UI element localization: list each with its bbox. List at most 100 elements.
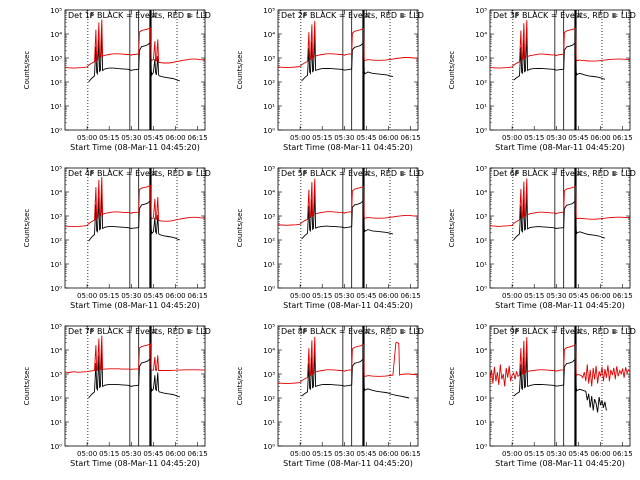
x-axis-label: Start Time (08-Mar-11 04:45:20) (283, 301, 413, 310)
y-tick-label: 10² (475, 79, 487, 87)
y-tick-label: 10⁴ (50, 189, 62, 197)
y-tick-label: 10⁰ (475, 443, 487, 451)
plot-frame (489, 9, 631, 131)
attenuator-label: A (364, 12, 369, 20)
y-axis-label: Counts/sec (236, 51, 244, 90)
x-tick-label: 05:00 (290, 450, 310, 458)
attenuator-label: A (151, 170, 156, 178)
x-tick-label: 05:30 (121, 134, 141, 142)
attenuator-label: P (90, 12, 94, 20)
x-tick-label: 05:15 (524, 134, 544, 142)
y-tick-label: 10⁵ (50, 7, 62, 15)
plot-frame (64, 325, 206, 447)
x-tick-label: 05:30 (546, 450, 566, 458)
y-tick-label: 10⁵ (263, 323, 275, 331)
attenuator-label: E (612, 170, 616, 178)
lld-series-line (277, 178, 419, 226)
x-tick-label: 05:45 (356, 450, 376, 458)
plot-frame (489, 325, 631, 447)
y-tick-label: 10⁰ (263, 285, 275, 293)
x-tick-label: 06:15 (613, 450, 633, 458)
x-tick-label: 05:15 (312, 134, 332, 142)
x-tick-label: 05:15 (99, 450, 119, 458)
y-tick-label: 10⁴ (475, 189, 487, 197)
y-tick-label: 10⁵ (50, 165, 62, 173)
attenuator-label: P (90, 170, 94, 178)
attenuator-label: E (400, 328, 404, 336)
attenuator-label: P (515, 170, 519, 178)
events-series-line (513, 349, 607, 413)
y-tick-label: 10³ (263, 55, 275, 63)
x-tick-label: 05:30 (121, 450, 141, 458)
y-tick-label: 10² (50, 395, 62, 403)
x-tick-label: 05:45 (356, 134, 376, 142)
y-tick-label: 10¹ (50, 419, 62, 427)
panel-title: Det 3F BLACK = Events, RED = LLD (493, 11, 636, 20)
y-tick-label: 10³ (50, 213, 62, 221)
attenuator-label: P (90, 328, 94, 336)
y-axis-label: Counts/sec (448, 209, 456, 248)
x-tick-label: 05:45 (143, 450, 163, 458)
y-tick-label: 10³ (263, 371, 275, 379)
attenuator-label: P (515, 328, 519, 336)
y-tick-label: 10⁵ (475, 7, 487, 15)
x-tick-label: 05:00 (502, 134, 522, 142)
x-tick-label: 05:30 (546, 292, 566, 300)
y-tick-label: 10² (50, 79, 62, 87)
y-tick-label: 10⁰ (475, 127, 487, 135)
x-axis-label: Start Time (08-Mar-11 04:45:20) (70, 143, 200, 152)
attenuator-label: P (515, 12, 519, 20)
y-axis-label: Counts/sec (448, 51, 456, 90)
plot-frame (277, 325, 419, 447)
x-tick-label: 06:15 (613, 292, 633, 300)
x-axis-label: Start Time (08-Mar-11 04:45:20) (283, 143, 413, 152)
attenuator-label: A (576, 170, 581, 178)
x-tick-label: 05:00 (502, 450, 522, 458)
attenuator-label: P (303, 328, 307, 336)
x-tick-label: 05:30 (121, 292, 141, 300)
attenuator-label: A (151, 328, 156, 336)
y-axis-label: Counts/sec (448, 367, 456, 406)
panel-title: Det 7F BLACK = Events, RED = LLD (68, 327, 211, 336)
y-tick-label: 10⁰ (263, 127, 275, 135)
x-tick-label: 05:30 (334, 292, 354, 300)
attenuator-label: E (187, 328, 191, 336)
attenuator-label: E (400, 12, 404, 20)
y-tick-label: 10¹ (50, 103, 62, 111)
x-tick-label: 05:15 (312, 292, 332, 300)
x-tick-label: 06:00 (378, 450, 398, 458)
y-tick-label: 10¹ (475, 261, 487, 269)
panel-title: Det 5F BLACK = Events, RED = LLD (281, 169, 424, 178)
x-tick-label: 05:45 (568, 450, 588, 458)
y-axis-label: Counts/sec (236, 209, 244, 248)
x-tick-label: 05:30 (334, 450, 354, 458)
x-axis-label: Start Time (08-Mar-11 04:45:20) (495, 459, 625, 468)
x-tick-label: 05:45 (143, 292, 163, 300)
y-axis-label: Counts/sec (236, 367, 244, 406)
lld-series-line (489, 178, 631, 227)
attenuator-label: P (303, 170, 307, 178)
plot-frame (277, 167, 419, 289)
y-tick-label: 10⁵ (50, 323, 62, 331)
panel-title: Det 1F BLACK = Events, RED = LLD (68, 11, 211, 20)
x-tick-label: 05:30 (546, 134, 566, 142)
panel-title: Det 6F BLACK = Events, RED = LLD (493, 169, 636, 178)
y-tick-label: 10³ (475, 55, 487, 63)
y-tick-label: 10¹ (50, 261, 62, 269)
y-tick-label: 10⁰ (50, 127, 62, 135)
y-axis-label: Counts/sec (23, 367, 31, 406)
y-tick-label: 10¹ (263, 419, 275, 427)
x-axis-label: Start Time (08-Mar-11 04:45:20) (283, 459, 413, 468)
x-tick-label: 05:00 (502, 292, 522, 300)
y-tick-label: 10⁴ (263, 189, 275, 197)
x-tick-label: 05:00 (77, 292, 97, 300)
x-tick-label: 05:15 (524, 292, 544, 300)
x-axis-label: Start Time (08-Mar-11 04:45:20) (70, 301, 200, 310)
x-axis-label: Start Time (08-Mar-11 04:45:20) (70, 459, 200, 468)
x-tick-label: 06:15 (613, 134, 633, 142)
